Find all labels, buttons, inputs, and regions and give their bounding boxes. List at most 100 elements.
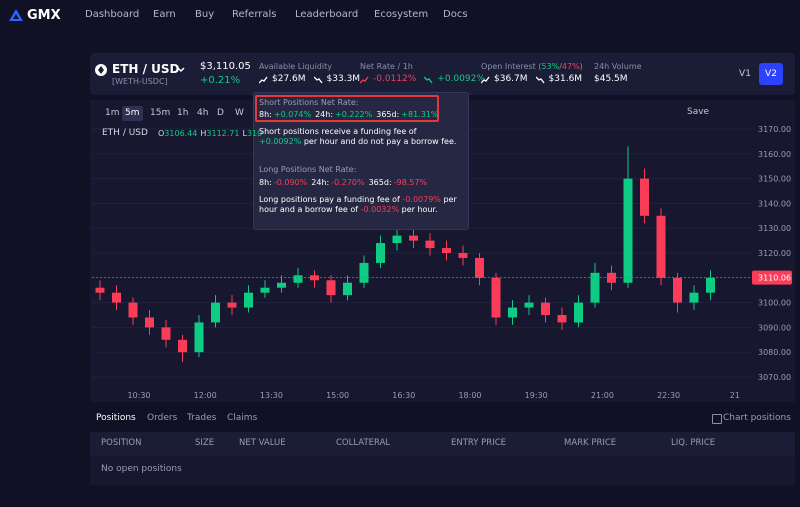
liquidity-values: $27.6M $33.3M: [259, 75, 360, 84]
interval[interactable]: 4h: [197, 108, 209, 118]
version-button[interactable]: V2: [759, 63, 783, 85]
candle-body: [359, 262, 369, 283]
ohlc-value: 3106.44: [164, 129, 198, 138]
net-rate-long: -0.0112%: [373, 74, 417, 84]
candle-body: [574, 302, 583, 323]
tab[interactable]: Trades: [187, 413, 217, 423]
pair[interactable]: ETH / USD: [112, 62, 180, 76]
nav-link[interactable]: Ecosystem: [374, 9, 429, 20]
y-tick-label: 3100.00: [758, 299, 791, 308]
x-tick-label: 13:30: [260, 391, 283, 400]
candle-body: [128, 302, 138, 318]
ohlc-key: L: [242, 129, 247, 138]
candle-body: [227, 302, 237, 308]
rates: 8h: +0.074% 24h: +0.222% 365d: +81.31%: [259, 111, 443, 119]
candle-body: [706, 277, 715, 293]
candle-body: [145, 317, 154, 328]
tab[interactable]: Claims: [227, 413, 258, 423]
candle-body: [508, 307, 517, 318]
interval[interactable]: D: [217, 108, 224, 118]
arrow-down: [424, 76, 433, 83]
candle-body: [310, 275, 319, 281]
oi-values: $36.7M $31.6M: [481, 75, 582, 84]
ohlc-value: 310: [246, 129, 263, 138]
interval[interactable]: W: [235, 108, 244, 118]
interval[interactable]: 5m: [122, 106, 143, 121]
last-price-label: 3110.06: [758, 274, 791, 283]
candle-body: [244, 292, 253, 308]
nav-link[interactable]: Referrals: [232, 9, 277, 20]
market-bar: [90, 53, 795, 95]
save-button[interactable]: Save: [687, 107, 710, 117]
ohlc-key: O: [158, 129, 165, 138]
chart-positions-toggle[interactable]: Chart positions: [723, 413, 791, 423]
candle-body: [475, 257, 484, 278]
x-tick-label: 15:00: [326, 391, 349, 400]
x-tick-label: 21:00: [591, 391, 614, 400]
candle-body: [458, 253, 468, 258]
nav-link[interactable]: Leaderboard: [295, 9, 359, 20]
chevron[interactable]: [177, 67, 185, 73]
tooltip-text: Long positions pay a funding fee of -0.0…: [259, 195, 459, 216]
candle-body: [640, 178, 649, 216]
candle-body: [442, 248, 451, 253]
liquidity-short: $33.3M: [326, 74, 361, 84]
nav-link[interactable]: Docs: [443, 9, 468, 20]
tab[interactable]: Orders: [147, 413, 178, 423]
rate-label: 24h:: [311, 178, 330, 187]
x-tick-label: 18:00: [458, 391, 481, 400]
y-tick-label: 3120.00: [758, 249, 791, 258]
tab[interactable]: Positions: [96, 413, 136, 423]
rate-label: 24h:: [315, 110, 334, 119]
last-price-tag: [752, 270, 792, 285]
candle-body: [557, 315, 567, 323]
empty-message: No open positions: [101, 464, 182, 474]
text: per hour and a borrow fee of: [259, 195, 457, 215]
checkbox[interactable]: [712, 414, 722, 424]
interval[interactable]: 15m: [150, 108, 171, 118]
y-tick-label: 3080.00: [758, 348, 791, 357]
table-header: [90, 432, 795, 456]
candle-body: [425, 240, 435, 249]
y-tick-label: 3090.00: [758, 323, 791, 332]
y-tick-label: 3140.00: [758, 199, 791, 208]
tooltip-title: Long Positions Net Rate:: [259, 165, 357, 174]
y-tick-label: 3160.00: [758, 150, 791, 159]
nav-link[interactable]: Dashboard: [85, 9, 140, 20]
candle-body: [293, 275, 303, 283]
arrow-down: [313, 76, 323, 83]
net-rate-short: +0.0092%: [437, 74, 485, 84]
text: per hour.: [401, 205, 438, 215]
brand[interactable]: GMX: [27, 8, 61, 23]
column-header: COLLATERAL: [336, 438, 391, 448]
column-header: POSITION: [101, 438, 142, 448]
pool: [WETH-USDC]: [112, 77, 168, 86]
table-body: [90, 456, 795, 485]
nav-link[interactable]: Earn: [153, 9, 176, 20]
x-tick-label: 21: [730, 391, 740, 400]
candle-body: [673, 277, 682, 303]
y-tick-label: 3130.00: [758, 224, 791, 233]
rate-label: 365d:: [376, 110, 400, 119]
x-tick-label: 10:30: [127, 391, 150, 400]
nav-link[interactable]: Buy: [195, 9, 215, 20]
logo-icon[interactable]: [8, 8, 24, 22]
ohlc-key: H: [200, 129, 207, 138]
candle-body: [409, 235, 418, 241]
candle-body: [541, 302, 550, 315]
tooltip-title: Short Positions Net Rate:: [259, 98, 359, 107]
interval[interactable]: 1m: [105, 108, 120, 118]
ohlc-value: 3112.71: [206, 129, 240, 138]
y-tick-label: 3150.00: [758, 175, 791, 184]
y-tick-label: 3170.00: [758, 125, 791, 134]
candle-body: [277, 282, 286, 288]
version-button[interactable]: V1: [739, 69, 751, 79]
oi-sep: /: [559, 62, 562, 71]
candle-body: [194, 322, 204, 353]
oi-long: $36.7M: [494, 74, 528, 84]
interval[interactable]: 1h: [177, 108, 189, 118]
x-tick-label: 16:30: [392, 391, 415, 400]
rate-label: 8h:: [259, 178, 272, 187]
